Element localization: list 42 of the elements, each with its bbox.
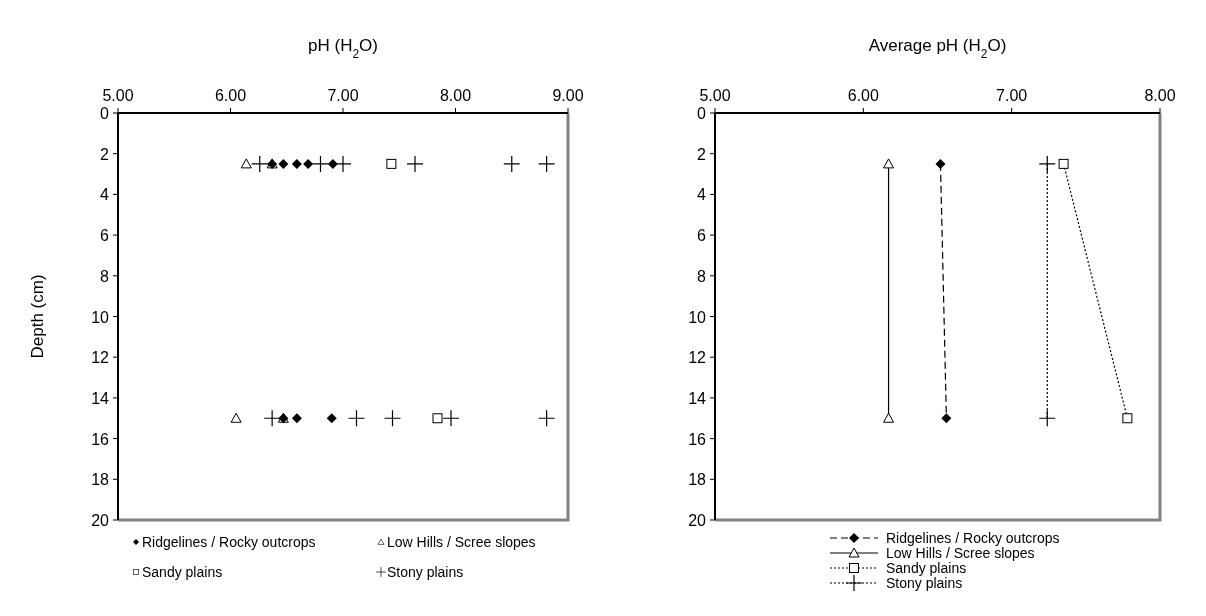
legend-label: Ridgelines / Rocky outcrops (142, 534, 316, 550)
y-tick-label: 16 (91, 430, 110, 448)
y-tick-label: 2 (100, 145, 110, 163)
y-tick-label: 8 (697, 267, 707, 285)
legend-label: Sandy plains (886, 560, 967, 576)
x-tick-label: 5.00 (102, 87, 134, 104)
y-axis-title: Depth (cm) (28, 274, 47, 359)
legend-label: Stony plains (387, 564, 464, 580)
y-tick-label: 6 (697, 227, 707, 245)
y-tick-label: 12 (91, 349, 110, 367)
y-tick-label: 10 (91, 308, 110, 326)
y-tick-label: 14 (688, 389, 707, 407)
y-tick-label: 4 (100, 186, 110, 204)
y-tick-label: 20 (688, 512, 707, 529)
y-tick-label: 18 (688, 471, 707, 489)
x-tick-label: 8.00 (439, 87, 472, 104)
x-tick-label: 7.00 (327, 87, 359, 104)
x-tick-label: 8.00 (1144, 87, 1176, 104)
y-tick-label: 6 (100, 227, 110, 245)
x-tick-label: 5.00 (699, 87, 731, 104)
x-axis-title: pH (H$_{2}$O) (308, 36, 378, 61)
x-axis-title: Average pH (H$_{2}$O) (868, 36, 1007, 61)
x-tick-label: 6.00 (847, 87, 880, 104)
y-tick-label: 18 (91, 471, 110, 489)
y-tick-label: 8 (100, 267, 110, 285)
y-tick-label: 20 (91, 512, 110, 529)
legend-label: Low Hills / Scree slopes (387, 534, 536, 550)
y-tick-label: 16 (688, 430, 707, 448)
y-tick-label: 2 (697, 145, 707, 163)
legend-label: Sandy plains (142, 564, 223, 580)
y-tick-label: 0 (697, 105, 707, 122)
legend-label: Low Hills / Scree slopes (886, 545, 1035, 561)
legend-label: Stony plains (886, 575, 963, 591)
x-tick-label: 7.00 (996, 87, 1028, 104)
x-tick-label: 6.00 (214, 87, 247, 104)
y-tick-label: 0 (100, 105, 110, 122)
y-tick-label: 4 (697, 186, 707, 204)
y-tick-label: 14 (91, 389, 110, 407)
y-tick-label: 12 (688, 349, 707, 367)
x-tick-label: 9.00 (552, 87, 584, 104)
y-tick-label: 10 (688, 308, 707, 326)
legend-label: Ridgelines / Rocky outcrops (886, 530, 1060, 546)
